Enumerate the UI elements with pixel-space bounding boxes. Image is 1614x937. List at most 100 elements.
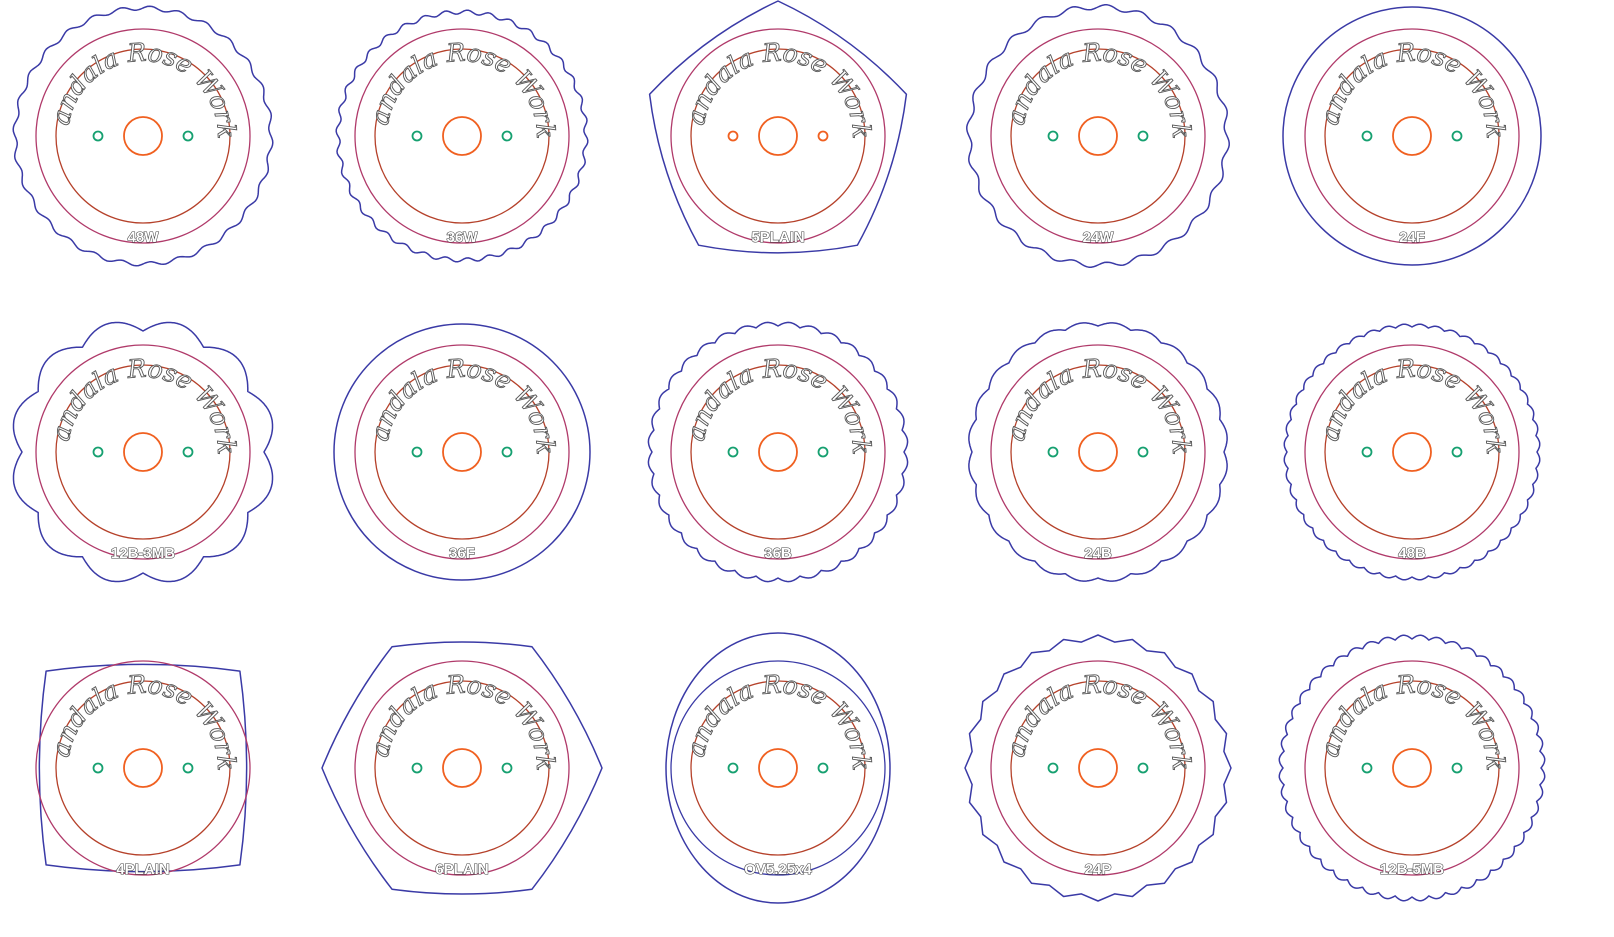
center-hole <box>1392 748 1432 788</box>
outer-outline <box>648 0 908 254</box>
inner-ring <box>55 364 231 540</box>
inner-ring <box>55 680 231 856</box>
template-label: 24F <box>1399 229 1425 246</box>
center-hole <box>758 432 798 472</box>
center-hole <box>1392 116 1432 156</box>
pin-hole <box>411 446 423 458</box>
outer-outline <box>1282 6 1542 266</box>
inner-ring <box>374 48 550 224</box>
pin-hole <box>1047 446 1059 458</box>
outer-outline <box>12 321 274 583</box>
center-hole <box>1392 432 1432 472</box>
template-label: 36W <box>447 229 479 246</box>
outer-outline <box>968 322 1228 582</box>
template-label: 36B <box>764 545 792 562</box>
middle-ring <box>1304 344 1520 560</box>
inner-ring <box>55 48 231 224</box>
template-label: 6PLAIN <box>435 861 488 878</box>
template-label: 24W <box>1083 229 1115 246</box>
template-9: Mandala Rose Works 48B <box>0 0 1541 581</box>
pin-hole <box>1361 762 1373 774</box>
center-hole <box>1078 432 1118 472</box>
pin-hole <box>501 130 513 142</box>
middle-ring <box>990 660 1206 876</box>
brand-text: Mandala Rose Works <box>0 0 241 139</box>
pin-hole <box>1451 130 1463 142</box>
pin-hole <box>501 446 513 458</box>
center-hole <box>123 116 163 156</box>
middle-ring <box>35 344 251 560</box>
center-hole <box>442 748 482 788</box>
template-label: 48W <box>128 229 160 246</box>
template-label: 12B-5MB <box>1380 861 1444 878</box>
middle-ring <box>35 28 251 244</box>
pin-hole <box>1047 130 1059 142</box>
template-label: 5PLAIN <box>751 229 804 246</box>
pin-hole <box>727 762 739 774</box>
inner-ring <box>1010 680 1186 856</box>
pin-hole <box>727 130 739 142</box>
inner-ring <box>690 364 866 540</box>
template-label: 48B <box>1398 545 1426 562</box>
middle-ring <box>670 28 886 244</box>
outer-outline <box>12 5 274 267</box>
template-1: Mandala Rose Works 36W <box>0 0 589 263</box>
inner-ring <box>374 364 550 540</box>
template-label: 12B-3MB <box>111 545 175 562</box>
pin-hole <box>727 446 739 458</box>
template-12: Mandala Rose Works OV5.25x4 <box>0 0 891 904</box>
center-hole <box>442 116 482 156</box>
outer-outline <box>964 634 1232 902</box>
middle-ring <box>990 344 1206 560</box>
pin-hole <box>411 130 423 142</box>
pin-hole <box>1451 762 1463 774</box>
template-label: 24B <box>1084 545 1112 562</box>
pin-hole <box>817 446 829 458</box>
inner-ring <box>374 680 550 856</box>
outer-outline <box>647 321 909 583</box>
pin-hole <box>1047 762 1059 774</box>
template-7: Mandala Rose Works 36B <box>0 0 909 583</box>
outer-outline <box>321 641 603 895</box>
pin-hole <box>501 762 513 774</box>
outer-outline <box>38 663 248 873</box>
pin-hole <box>92 446 104 458</box>
center-hole <box>1078 116 1118 156</box>
pin-hole <box>1137 446 1149 458</box>
middle-ring <box>1304 660 1520 876</box>
inner-ring <box>1324 48 1500 224</box>
template-label: 36F <box>449 545 475 562</box>
pin-hole <box>92 762 104 774</box>
center-hole <box>442 432 482 472</box>
center-hole <box>1078 748 1118 788</box>
outer-outline <box>335 9 589 263</box>
inner-ring <box>690 680 866 856</box>
inner-ring <box>690 48 866 224</box>
outer-outline <box>665 632 891 904</box>
template-label: OV5.25x4 <box>744 861 812 878</box>
template-2: Mandala Rose Works 5PLAIN <box>0 0 908 254</box>
pin-hole <box>817 762 829 774</box>
inner-ring <box>1010 364 1186 540</box>
template-label: 4PLAIN <box>116 861 169 878</box>
outer-outline <box>333 323 591 581</box>
outer-outline <box>966 4 1230 268</box>
middle-ring <box>670 344 886 560</box>
middle-ring <box>354 28 570 244</box>
inner-ring <box>1324 680 1500 856</box>
pin-hole <box>182 762 194 774</box>
pin-hole <box>817 130 829 142</box>
middle-ring <box>354 660 570 876</box>
pin-hole <box>1361 130 1373 142</box>
middle-ring <box>35 660 251 876</box>
middle-ring <box>1304 28 1520 244</box>
outer-outline <box>1278 634 1546 902</box>
pin-hole <box>1137 762 1149 774</box>
center-hole <box>758 116 798 156</box>
inner-ring <box>1010 48 1186 224</box>
center-hole <box>123 748 163 788</box>
middle-ring <box>670 660 886 876</box>
template-5: Mandala Rose Works 12B-3MB <box>0 0 274 583</box>
pin-hole <box>1361 446 1373 458</box>
